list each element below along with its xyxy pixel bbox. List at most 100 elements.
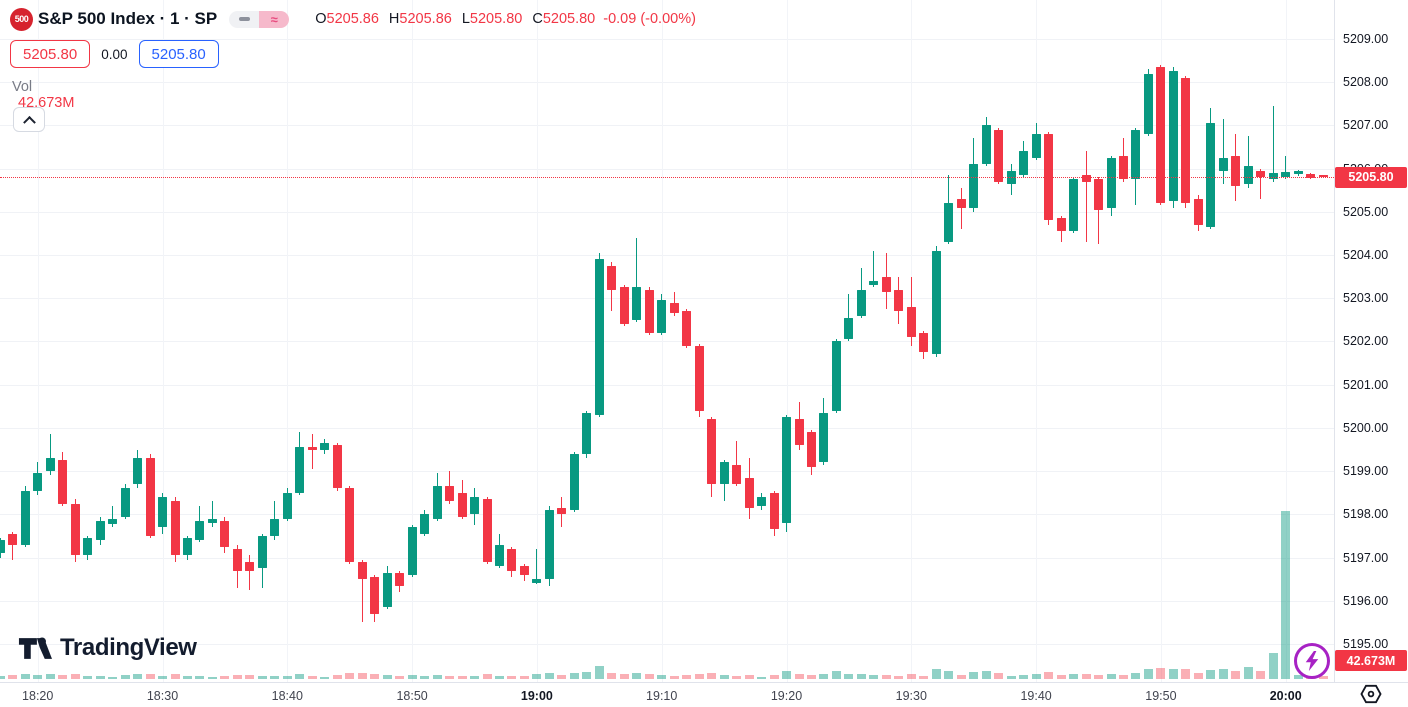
candle-body bbox=[1119, 155, 1128, 180]
volume-bar bbox=[158, 675, 168, 679]
candle-body bbox=[120, 488, 130, 517]
price-axis-label: 5203.00 bbox=[1343, 291, 1389, 306]
candle-body bbox=[183, 538, 192, 556]
candle-body bbox=[257, 535, 267, 569]
candle-body bbox=[1168, 71, 1178, 202]
plot-area[interactable] bbox=[0, 0, 1334, 682]
vertical-gridline bbox=[287, 0, 289, 682]
time-axis-label: 18:20 bbox=[22, 689, 54, 703]
candle-body bbox=[856, 289, 866, 316]
candle-body bbox=[357, 561, 367, 580]
candle-body bbox=[382, 572, 392, 608]
candle-wick bbox=[1272, 105, 1274, 182]
price-axis-label: 5208.00 bbox=[1343, 75, 1389, 90]
legend-minimize-button[interactable] bbox=[229, 10, 260, 28]
minus-icon bbox=[238, 16, 250, 22]
ohlc-readout: O 5205.86 H 5205.86 L 5205.80 C 5205.80 -0.0… bbox=[305, 11, 696, 27]
tradingview-logo[interactable]: TradingView bbox=[18, 634, 197, 662]
hexagon-settings-icon bbox=[1360, 684, 1382, 704]
volume-bar bbox=[1081, 674, 1091, 679]
volume-bar bbox=[544, 672, 554, 679]
candle-body bbox=[95, 520, 105, 541]
volume-bar bbox=[969, 672, 979, 679]
horizontal-gridline bbox=[0, 557, 1334, 559]
volume-bar bbox=[744, 675, 754, 679]
volume-bar bbox=[869, 675, 879, 679]
candle-body bbox=[482, 499, 492, 562]
candle-body bbox=[1181, 77, 1191, 204]
candle-body bbox=[8, 533, 18, 545]
candle-body bbox=[145, 458, 155, 536]
volume-bar bbox=[807, 675, 816, 679]
volume-bar bbox=[844, 673, 854, 679]
volume-bar bbox=[657, 674, 667, 679]
price-axis-label: 5197.00 bbox=[1343, 550, 1389, 565]
price-scale-settings-button[interactable] bbox=[1360, 684, 1382, 704]
candle-body bbox=[1081, 175, 1091, 182]
candle-wick bbox=[112, 505, 114, 528]
candle-body bbox=[282, 492, 292, 519]
volume-bar bbox=[782, 670, 792, 679]
candle-body bbox=[33, 473, 43, 491]
volume-bar bbox=[1031, 674, 1041, 679]
volume-bar bbox=[1044, 672, 1054, 679]
price-axis-label: 5204.00 bbox=[1343, 248, 1389, 263]
candle-body bbox=[881, 276, 891, 292]
candle-body bbox=[245, 561, 255, 571]
candle-body bbox=[844, 317, 854, 340]
vertical-gridline bbox=[162, 0, 164, 682]
volume-bar bbox=[83, 675, 93, 679]
legend-visibility-toggle: ≈ bbox=[229, 10, 290, 28]
candle-body bbox=[207, 518, 217, 523]
candle-body bbox=[519, 566, 529, 575]
volume-bar bbox=[1131, 673, 1141, 679]
candle-body bbox=[1281, 172, 1291, 178]
volume-bar bbox=[432, 675, 442, 679]
price-axis[interactable]: 5209.005208.005207.005206.005205.005204.… bbox=[1334, 0, 1408, 682]
candle-body bbox=[944, 203, 954, 243]
candle-body bbox=[956, 198, 966, 208]
candle-body bbox=[332, 445, 342, 489]
candle-wick bbox=[1098, 177, 1100, 245]
candle-wick bbox=[12, 531, 14, 560]
realtime-data-button[interactable] bbox=[1294, 643, 1330, 679]
candle-body bbox=[707, 419, 717, 485]
volume-bar bbox=[207, 676, 217, 679]
tradingview-wordmark: TradingView bbox=[60, 634, 197, 661]
candle-body bbox=[569, 453, 579, 511]
time-axis[interactable]: 18:20 18:30 18:40 18:50 19:00 19:10 19:20 19:30… bbox=[0, 682, 1408, 707]
candle-wick bbox=[960, 188, 962, 230]
candle-wick bbox=[249, 555, 251, 590]
candle-body bbox=[1193, 198, 1203, 225]
sell-button[interactable]: 5205.80 bbox=[10, 40, 91, 68]
legend-collapse-button[interactable] bbox=[13, 107, 45, 132]
horizontal-gridline bbox=[0, 427, 1334, 429]
candle-body bbox=[1106, 157, 1116, 208]
volume-bar bbox=[682, 675, 692, 679]
candle-body bbox=[20, 490, 30, 545]
candle-body bbox=[457, 492, 467, 517]
volume-bar bbox=[407, 675, 417, 679]
candle-body bbox=[1131, 129, 1141, 180]
time-axis-label: 19:40 bbox=[1020, 689, 1052, 703]
horizontal-gridline bbox=[0, 384, 1334, 386]
candle-body bbox=[58, 460, 68, 504]
candle-wick bbox=[1285, 155, 1287, 180]
horizontal-gridline bbox=[0, 82, 1334, 84]
candle-body bbox=[1293, 171, 1303, 175]
low-label: L bbox=[461, 11, 470, 27]
volume-bar bbox=[295, 673, 305, 679]
horizontal-gridline bbox=[0, 255, 1334, 257]
price-axis-label: 5201.00 bbox=[1343, 377, 1389, 392]
volume-bar bbox=[906, 674, 916, 679]
legend-approx-button[interactable]: ≈ bbox=[259, 10, 290, 28]
candle-body bbox=[931, 250, 941, 355]
candle-body bbox=[894, 289, 904, 312]
candle-wick bbox=[49, 434, 51, 476]
volume-bar bbox=[981, 671, 991, 679]
candle-body bbox=[1206, 123, 1216, 227]
symbol-title[interactable]: S&P 500 Index · 1 · SP bbox=[38, 9, 218, 28]
candle-body bbox=[557, 507, 567, 515]
low-value: 5205.80 bbox=[469, 11, 523, 27]
buy-button[interactable]: 5205.80 bbox=[138, 40, 219, 68]
